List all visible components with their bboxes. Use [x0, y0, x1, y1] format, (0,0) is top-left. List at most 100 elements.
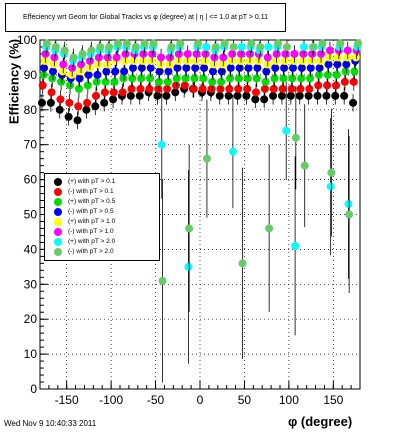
data-point [297, 74, 306, 83]
legend-entry: (+) with pT > 1.0 [45, 217, 159, 227]
legend-entry: (-) with pT > 2.0 [45, 247, 159, 257]
data-point [291, 241, 300, 250]
data-point [261, 77, 270, 86]
data-point [306, 74, 315, 83]
data-point [109, 88, 118, 97]
data-point [233, 91, 242, 100]
data-point [156, 60, 165, 69]
data-point [185, 224, 194, 233]
y-tick-label: 60 [24, 173, 38, 187]
data-point [291, 133, 300, 142]
data-point [263, 53, 272, 62]
data-point [148, 49, 157, 58]
data-point [237, 42, 246, 51]
data-point [137, 74, 146, 83]
legend-marker [54, 188, 62, 196]
data-point [39, 70, 48, 79]
data-point [174, 56, 183, 65]
data-point [100, 88, 109, 97]
legend-marker [54, 218, 62, 226]
data-point [220, 39, 229, 48]
data-point [287, 84, 296, 93]
data-point [127, 84, 136, 93]
data-point [109, 95, 118, 104]
legend: (+) with pT > 0.1 (-) with pT > 0.1 (+) wi… [44, 173, 160, 261]
data-point [51, 42, 60, 51]
data-point [228, 147, 237, 156]
data-point [345, 210, 354, 219]
data-point [172, 81, 180, 90]
data-point [157, 53, 166, 62]
data-point [126, 91, 135, 100]
data-point [210, 53, 219, 62]
legend-marker [54, 228, 62, 236]
data-point [157, 140, 166, 149]
data-point [323, 70, 332, 79]
data-point [56, 95, 65, 104]
data-point [324, 60, 333, 69]
data-point [176, 39, 185, 48]
data-point [94, 53, 103, 62]
data-point [112, 53, 121, 62]
data-point [327, 168, 336, 177]
data-point [264, 42, 273, 51]
data-point [270, 74, 279, 83]
data-point [278, 84, 287, 93]
data-point [308, 49, 317, 58]
x-tick-label: -100 [99, 393, 123, 407]
data-point [234, 84, 243, 93]
data-point [68, 63, 77, 72]
data-point [121, 49, 130, 58]
data-point [289, 56, 298, 65]
data-point [136, 84, 145, 93]
data-point [333, 60, 342, 69]
data-point [137, 63, 146, 72]
data-point [252, 88, 260, 97]
x-tick-label: -150 [55, 393, 79, 407]
data-point [102, 67, 111, 76]
legend-marker [54, 208, 62, 216]
data-point [94, 60, 103, 69]
data-point [342, 60, 351, 69]
data-point [300, 42, 308, 51]
data-point [341, 67, 350, 76]
data-point [209, 60, 218, 69]
data-point [119, 74, 128, 83]
data-point [153, 91, 162, 100]
data-point [82, 105, 91, 114]
y-tick-label: 10 [24, 347, 38, 361]
data-point [57, 77, 66, 86]
data-point [326, 182, 335, 191]
data-point [171, 88, 180, 97]
data-point [336, 39, 345, 48]
legend-entry: (+) with pT > 0.1 [45, 177, 159, 187]
data-point [288, 74, 297, 83]
data-point [149, 39, 158, 48]
data-point [262, 67, 271, 76]
data-point [37, 98, 46, 107]
data-point [87, 46, 96, 55]
data-point [306, 63, 315, 72]
data-point [58, 67, 67, 76]
data-point [202, 154, 211, 163]
x-axis-title: φ (degree) [288, 414, 353, 429]
data-point [260, 84, 269, 93]
legend-label: (+) with pT > 2.0 [68, 238, 116, 245]
data-point [224, 91, 233, 100]
legend-marker [54, 238, 62, 246]
data-point [313, 91, 322, 100]
data-point [265, 224, 274, 233]
data-point [114, 39, 123, 48]
data-point [49, 60, 58, 69]
data-point [217, 67, 226, 76]
data-point [219, 53, 228, 62]
data-point [215, 91, 224, 100]
data-point [349, 98, 358, 107]
legend-label: (-) with pT > 2.0 [68, 248, 114, 255]
data-point [315, 63, 324, 72]
data-point [300, 161, 309, 170]
data-point [280, 56, 289, 65]
data-point [145, 84, 154, 93]
data-point [271, 63, 280, 72]
data-point [296, 84, 305, 93]
